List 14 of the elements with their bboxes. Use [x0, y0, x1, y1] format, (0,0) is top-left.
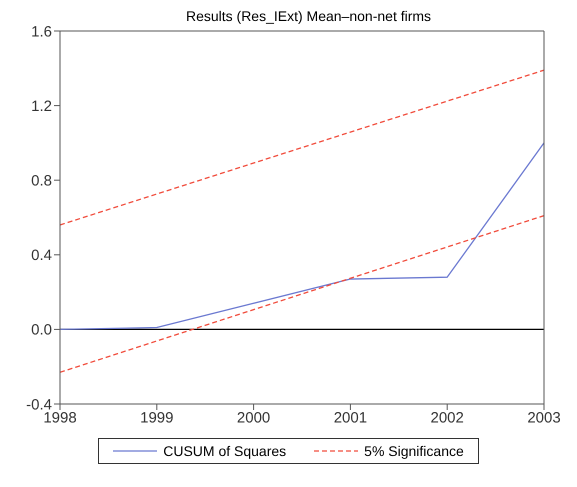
y-tick-label: 1.6 [31, 23, 52, 40]
y-tick-label: 0.8 [31, 172, 52, 190]
x-tick-label: 2003 [527, 410, 561, 427]
legend-label: CUSUM of Squares [163, 443, 286, 459]
y-tick-label: 0.0 [31, 322, 52, 339]
y-tick-label: 0.4 [31, 247, 52, 264]
x-tick-label: 2002 [430, 410, 464, 427]
x-tick-label: 1999 [140, 410, 174, 427]
x-tick-label: 2000 [236, 410, 270, 427]
legend-label: 5% Significance [364, 443, 464, 459]
x-tick-label: 2001 [334, 410, 368, 427]
chart-title: Results (Res_IExt) Mean–non-net firms [184, 8, 432, 24]
y-tick-label: 1.2 [31, 98, 52, 115]
line-series [60, 142, 544, 330]
